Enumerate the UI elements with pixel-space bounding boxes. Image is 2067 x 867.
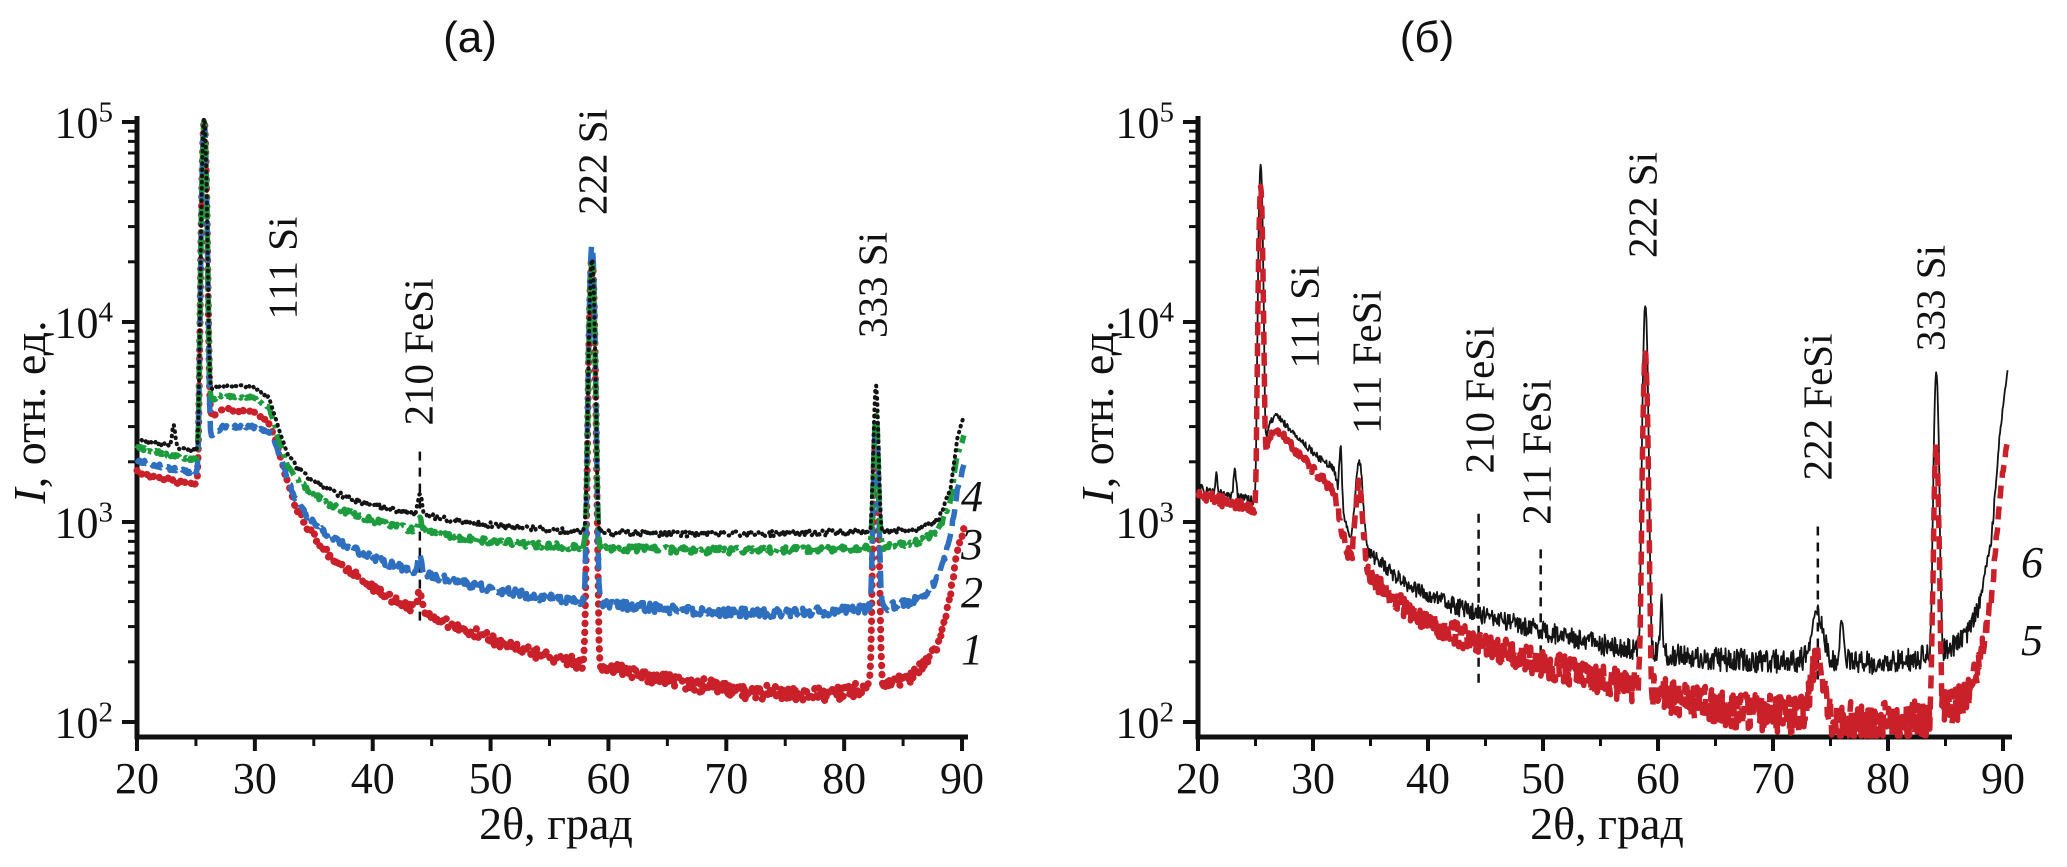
x-tick-label-b-80: 80 [1866, 754, 1910, 803]
y-tick-label-a-1e2: 102 [54, 696, 114, 748]
curve-a-1 [133, 117, 968, 707]
x-tick-label-a-50: 50 [468, 754, 513, 803]
peak-label-a-222-si: 222 Si [569, 109, 616, 215]
x-tick-label-a-70: 70 [704, 754, 749, 803]
curve-label-6: 6 [2021, 538, 2043, 587]
x-tick-label-a-60: 60 [586, 754, 631, 803]
curve-b-6 [1197, 163, 2009, 675]
x-tick-label-a-90: 90 [940, 754, 985, 803]
peak-label-a-333-si: 333 Si [849, 232, 896, 338]
y-tick-label-a-1e5: 105 [54, 96, 114, 148]
curve-b-5 [1195, 183, 2011, 739]
x-axis-title-b: 2θ, град [1530, 798, 1684, 849]
x-tick-label-a-40: 40 [350, 754, 395, 803]
peak-label-b-111-fesi: 111 FeSi [1343, 290, 1390, 434]
y-tick-label-b-1e4: 104 [1115, 296, 1175, 348]
x-tick-label-b-40: 40 [1406, 754, 1450, 803]
x-tick-label-b-60: 60 [1636, 754, 1680, 803]
x-tick-label-a-20: 20 [115, 754, 159, 803]
y-axis-title-a: I, отн. ед. [4, 320, 55, 504]
panel-a-title: (а) [443, 13, 497, 62]
x-tick-label-b-20: 20 [1176, 754, 1220, 803]
peak-label-b-211-fesi: 211 FeSi [1513, 379, 1560, 525]
y-axis-title-a-units: , отн. ед. [4, 320, 55, 489]
x-tick-label-a-80: 80 [822, 754, 867, 803]
y-tick-label-b-1e5: 105 [1115, 96, 1175, 148]
curve-label-1: 1 [961, 625, 983, 674]
x-tick-label-a-30: 30 [232, 754, 277, 803]
curve-label-4: 4 [961, 472, 983, 521]
curve-a-3 [134, 118, 967, 557]
x-tick-label-b-50: 50 [1521, 754, 1565, 803]
peak-label-b-111-si: 111 Si [1281, 265, 1328, 369]
x-tick-label-b-90: 90 [1981, 754, 2025, 803]
peak-label-b-210-fesi: 210 FeSi [1456, 326, 1503, 474]
x-tick-label-b-30: 30 [1291, 754, 1335, 803]
curve-label-5: 5 [2021, 616, 2043, 665]
peak-label-a-210-fesi: 210 FeSi [395, 278, 442, 426]
x-axis-title-a: 2θ, град [479, 798, 633, 849]
panel-b-title: (б) [1399, 13, 1455, 62]
curve-a-2 [134, 120, 967, 621]
y-tick-label-b-1e3: 103 [1115, 496, 1175, 548]
peak-label-a-111-si: 111 Si [259, 216, 306, 320]
curve-label-3: 3 [961, 520, 983, 569]
peak-label-b-333-si: 333 Si [1907, 245, 1954, 351]
peak-label-b-222-si: 222 Si [1619, 152, 1666, 258]
y-tick-label-b-1e2: 102 [1115, 696, 1175, 748]
y-tick-label-a-1e3: 103 [54, 496, 114, 548]
curve-a-4 [135, 116, 966, 539]
y-axis-title-a-symbol: I [4, 488, 55, 504]
peak-label-b-222-fesi: 222 FeSi [1794, 333, 1841, 481]
curve-label-2: 2 [961, 568, 983, 617]
x-tick-label-b-70: 70 [1751, 754, 1795, 803]
y-axis-title-b: I, отн. ед. [1072, 320, 1123, 503]
y-tick-label-a-1e4: 104 [54, 296, 114, 348]
